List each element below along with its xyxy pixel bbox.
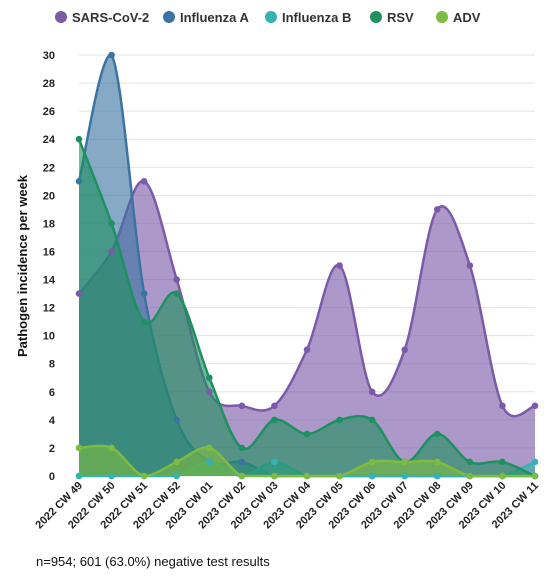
point-sars-cov-2[interactable]	[336, 262, 343, 269]
point-sars-cov-2[interactable]	[75, 290, 83, 297]
point-sars-cov-2[interactable]	[205, 388, 213, 396]
point-influenza-b[interactable]	[433, 472, 441, 480]
point-rsv[interactable]	[433, 430, 441, 438]
point-adv[interactable]	[108, 444, 115, 452]
point-influenza-b[interactable]	[401, 472, 409, 480]
point-sars-cov-2[interactable]	[466, 262, 474, 269]
point-adv[interactable]	[303, 472, 311, 480]
legend-marker	[436, 11, 448, 23]
y-tick-label: 8	[49, 359, 55, 371]
point-influenza-b[interactable]	[75, 472, 83, 480]
legend-item-influenza-b[interactable]: Influenza B	[265, 10, 351, 25]
point-rsv[interactable]	[75, 135, 83, 143]
point-sars-cov-2[interactable]	[433, 206, 441, 213]
point-rsv[interactable]	[108, 220, 115, 227]
point-adv[interactable]	[499, 472, 506, 480]
point-rsv[interactable]	[466, 458, 474, 466]
point-adv[interactable]	[531, 472, 539, 480]
legend-item-influenza-a[interactable]: Influenza A	[163, 10, 249, 25]
legend-label: Influenza B	[282, 10, 351, 25]
legend-marker	[163, 11, 175, 23]
point-sars-cov-2[interactable]	[303, 346, 311, 354]
point-adv[interactable]	[336, 472, 343, 480]
point-sars-cov-2[interactable]	[173, 276, 181, 283]
point-rsv[interactable]	[303, 430, 311, 438]
y-tick-label: 22	[43, 162, 55, 174]
legend-marker	[370, 11, 382, 23]
point-influenza-a[interactable]	[108, 51, 115, 59]
legend-item-adv[interactable]: ADV	[436, 10, 481, 25]
y-tick-label: 28	[43, 78, 55, 90]
point-influenza-a[interactable]	[238, 458, 246, 466]
y-tick-label: 16	[43, 246, 55, 258]
y-tick-label: 24	[43, 134, 56, 146]
y-tick-label: 20	[43, 190, 55, 202]
point-sars-cov-2[interactable]	[401, 346, 409, 354]
y-tick-label: 18	[43, 218, 55, 230]
point-influenza-b[interactable]	[271, 458, 278, 466]
point-rsv[interactable]	[238, 444, 246, 452]
point-sars-cov-2[interactable]	[499, 402, 506, 410]
point-sars-cov-2[interactable]	[108, 248, 115, 255]
point-adv[interactable]	[466, 472, 474, 480]
point-influenza-b[interactable]	[108, 472, 115, 480]
footnote: n=954; 601 (63.0%) negative test results	[36, 554, 270, 569]
y-tick-label: 26	[43, 106, 55, 118]
point-influenza-b[interactable]	[205, 458, 213, 466]
point-sars-cov-2[interactable]	[140, 178, 148, 185]
point-rsv[interactable]	[271, 416, 278, 424]
legend-label: RSV	[387, 10, 414, 25]
point-influenza-a[interactable]	[173, 416, 181, 424]
point-rsv[interactable]	[140, 318, 148, 325]
point-adv[interactable]	[271, 472, 278, 480]
point-rsv[interactable]	[173, 290, 181, 297]
y-tick-label: 0	[49, 471, 55, 483]
point-adv[interactable]	[205, 444, 213, 452]
point-sars-cov-2[interactable]	[238, 402, 246, 410]
legend-label: Influenza A	[180, 10, 249, 25]
point-influenza-b[interactable]	[173, 472, 181, 480]
y-tick-label: 2	[49, 443, 55, 455]
point-adv[interactable]	[173, 458, 181, 466]
point-rsv[interactable]	[336, 416, 343, 424]
point-adv[interactable]	[401, 458, 409, 466]
point-sars-cov-2[interactable]	[368, 388, 376, 396]
y-tick-label: 6	[49, 387, 55, 399]
point-rsv[interactable]	[205, 374, 213, 382]
y-tick-label: 14	[43, 275, 56, 287]
y-tick-label: 12	[43, 303, 55, 315]
point-influenza-b[interactable]	[531, 458, 539, 466]
point-sars-cov-2[interactable]	[271, 402, 278, 410]
legend-item-sars-cov-2[interactable]: SARS-CoV-2	[55, 10, 149, 25]
series-points	[75, 51, 539, 480]
point-adv[interactable]	[433, 458, 441, 466]
point-influenza-a[interactable]	[75, 178, 83, 185]
y-axis-title: Pathogen incidence per week	[15, 174, 30, 357]
y-tick-label: 30	[43, 50, 55, 62]
legend-item-rsv[interactable]: RSV	[370, 10, 414, 25]
legend-marker	[55, 11, 67, 23]
point-adv[interactable]	[75, 444, 83, 452]
area-rsv	[79, 139, 535, 476]
point-adv[interactable]	[368, 458, 376, 466]
point-rsv[interactable]	[499, 458, 506, 466]
point-adv[interactable]	[238, 472, 246, 480]
y-tick-label: 10	[43, 331, 55, 343]
point-influenza-a[interactable]	[140, 290, 148, 297]
point-adv[interactable]	[140, 472, 148, 480]
legend-label: SARS-CoV-2	[72, 10, 149, 25]
line-sars-cov-2	[78, 180, 536, 418]
legend: SARS-CoV-2 Influenza A Influenza B RSV ADV	[55, 10, 481, 25]
point-sars-cov-2[interactable]	[531, 402, 539, 410]
series-areas	[77, 53, 536, 478]
point-rsv[interactable]	[368, 416, 376, 424]
y-tick-label: 4	[49, 415, 56, 427]
legend-label: ADV	[453, 10, 481, 25]
point-influenza-b[interactable]	[368, 472, 376, 480]
legend-marker	[265, 11, 277, 23]
